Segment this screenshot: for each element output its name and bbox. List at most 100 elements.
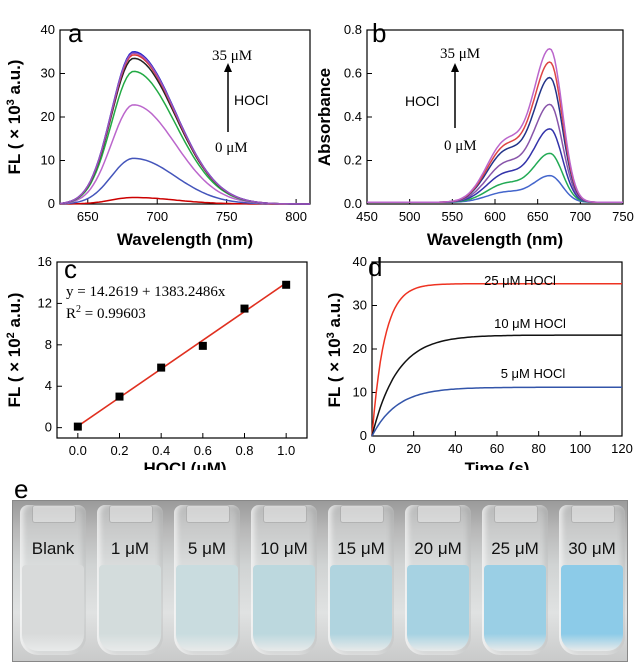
x-tick-label: 1.0 <box>277 443 295 458</box>
absorbance-curve <box>367 128 623 204</box>
vial-liquid <box>407 565 469 651</box>
panel-d: d 0 20 40 60 80 100 120 0 10 20 30 40 25 μM HOCl 10… <box>325 252 633 470</box>
y-tick-label: 12 <box>38 295 52 310</box>
x-ticks-b: 450 500 550 600 650 700 750 <box>356 199 634 224</box>
y-tick-label: 40 <box>353 254 367 269</box>
vial-neck <box>340 505 384 523</box>
y-axis-title-b: Absorbance <box>315 68 334 166</box>
vial-liquid <box>99 565 161 651</box>
y-tick-label: 30 <box>41 66 55 81</box>
y-tick-label: 0.2 <box>344 153 362 168</box>
kinetic-curve <box>371 334 622 437</box>
vial <box>20 505 86 655</box>
x-ticks-c: 0.0 0.2 0.4 0.6 0.8 1.0 <box>69 433 295 458</box>
x-tick-label: 100 <box>569 441 591 456</box>
x-tick-label: 600 <box>484 209 506 224</box>
y-axis-title-c: FL ( × 102 a.u.) <box>5 293 24 408</box>
x-tick-label: 750 <box>216 209 238 224</box>
y-tick-label: 0.8 <box>344 22 362 37</box>
r-squared-c: R2 = 0.99603 <box>66 304 146 322</box>
y-tick-label: 4 <box>45 378 52 393</box>
series-a <box>59 51 310 205</box>
y-axis-title-d: FL ( × 103 a.u.) <box>325 293 344 408</box>
data-point <box>240 304 249 313</box>
y-ticks-a: 0 10 20 30 40 <box>41 22 65 211</box>
points-c <box>73 280 291 431</box>
vial-liquid <box>22 565 84 651</box>
vial <box>97 505 163 655</box>
x-tick-label: 750 <box>612 209 634 224</box>
panel-letter-a: a <box>68 18 83 48</box>
x-axis-title-d: Time (s) <box>465 459 530 470</box>
y-tick-label: 0 <box>45 420 52 435</box>
annot-mid-b: HOCl <box>405 93 439 109</box>
emission-curve <box>59 104 310 205</box>
x-tick-label: 80 <box>531 441 545 456</box>
y-tick-label: 0 <box>48 196 55 211</box>
series-labels-d: 25 μM HOCl 10 μM HOCl 5 μM HOCl <box>484 273 566 381</box>
vial-neck <box>186 505 230 523</box>
annot-arrowhead-b <box>451 63 459 72</box>
annot-mid-a: HOCl <box>234 92 268 108</box>
y-tick-label: 0.4 <box>344 109 362 124</box>
y-tick-label: 0 <box>360 428 367 443</box>
panel-b: b 450 500 550 600 650 700 750 0.00.20.40.60.8 … <box>315 18 634 249</box>
kinetic-curve <box>371 386 622 437</box>
series-label: 25 μM HOCl <box>484 273 556 288</box>
x-tick-label: 800 <box>285 209 307 224</box>
vial-neck <box>571 505 615 523</box>
emission-curve <box>59 51 310 205</box>
annot-top-a: 35 μM <box>212 48 252 64</box>
x-tick-label: 650 <box>77 209 99 224</box>
data-point <box>282 280 291 289</box>
x-axis-title-c: HOCl (μM) <box>143 459 226 470</box>
vial-label: 20 μM <box>414 539 462 558</box>
series-label: 10 μM HOCl <box>494 316 566 331</box>
vial <box>328 505 394 655</box>
series-label: 5 μM HOCl <box>501 366 566 381</box>
vial-label: 15 μM <box>337 539 385 558</box>
y-tick-label: 0.6 <box>344 66 362 81</box>
vial-label: 30 μM <box>568 539 616 558</box>
x-ticks-d: 0 20 40 60 80 100 120 <box>368 431 633 456</box>
y-tick-label: 20 <box>41 109 55 124</box>
annot-bottom-a: 0 μM <box>215 140 248 156</box>
vial-neck <box>417 505 461 523</box>
absorbance-curve <box>367 47 623 204</box>
panel-c: c 0.0 0.2 0.4 0.6 0.8 1.0 0 4 8 12 16 y = 14.2619… <box>5 254 308 470</box>
series-d <box>371 283 622 437</box>
x-tick-label: 0.4 <box>152 443 170 458</box>
vial-neck <box>32 505 76 523</box>
data-point <box>73 422 82 431</box>
vial <box>174 505 240 655</box>
x-tick-label: 0 <box>368 441 375 456</box>
x-tick-label: 0.0 <box>69 443 87 458</box>
data-point <box>198 341 207 350</box>
x-tick-label: 0.8 <box>235 443 253 458</box>
absorbance-curve <box>367 103 623 204</box>
annot-top-b: 35 μM <box>440 46 480 62</box>
x-tick-label: 450 <box>356 209 378 224</box>
vial-neck <box>263 505 307 523</box>
x-axis-title-a: Wavelength (nm) <box>117 230 253 249</box>
panel-letter-d: d <box>368 252 382 282</box>
y-tick-label: 20 <box>353 341 367 356</box>
x-ticks-a: 650 700 750 800 <box>77 199 307 224</box>
y-ticks-b: 0.0 0.2 0.4 0.6 0.8 <box>344 22 372 211</box>
x-tick-label: 650 <box>527 209 549 224</box>
x-tick-label: 700 <box>146 209 168 224</box>
x-tick-label: 20 <box>406 441 420 456</box>
panel-letter-c: c <box>64 254 77 284</box>
vial-liquid <box>484 565 546 651</box>
vial-liquid <box>330 565 392 651</box>
fit-line <box>77 282 287 427</box>
emission-curve <box>59 52 310 205</box>
panel-letter-e: e <box>14 474 29 504</box>
emission-curve <box>59 54 310 205</box>
y-tick-label: 8 <box>45 337 52 352</box>
vial-neck <box>109 505 153 523</box>
vial <box>482 505 548 655</box>
emission-curve <box>59 70 310 205</box>
x-axis-title-b: Wavelength (nm) <box>427 230 563 249</box>
